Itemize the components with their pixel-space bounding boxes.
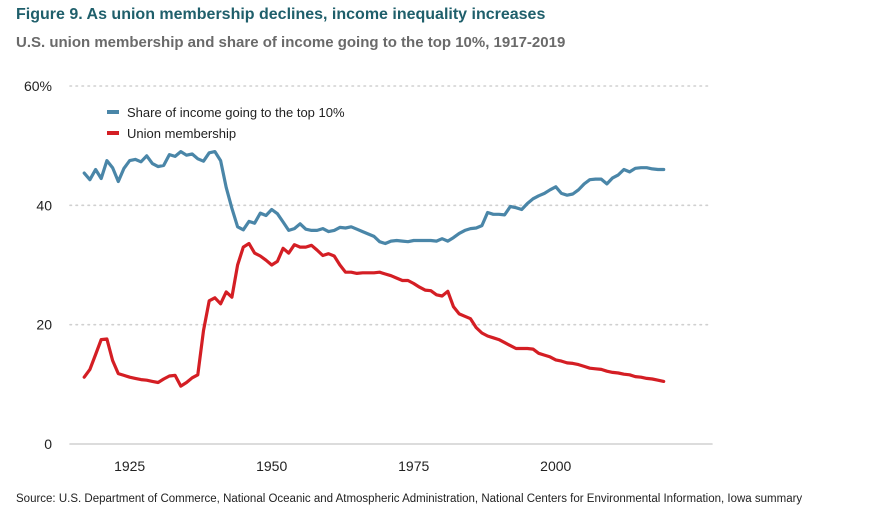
legend-label-top10: Share of income going to the top 10% (127, 105, 345, 120)
legend: Share of income going to the top 10% Unio… (107, 105, 345, 141)
figure-title: Figure 9. As union membership declines, … (16, 6, 546, 23)
y-tick-label: 60% (24, 78, 52, 94)
source-note: Source: U.S. Department of Commerce, Nat… (16, 493, 803, 505)
y-tick-label: 0 (44, 436, 52, 452)
x-tick-label: 2000 (540, 458, 571, 474)
x-tick-label: 1925 (114, 458, 145, 474)
series-union-membership-line (82, 241, 666, 388)
legend-label-union: Union membership (127, 126, 236, 141)
y-tick-label: 20 (36, 317, 52, 333)
x-tick-label: 1950 (256, 458, 287, 474)
gridlines (69, 85, 713, 445)
series-top10-share-line (82, 150, 666, 246)
y-tick-label: 40 (36, 197, 52, 213)
figure-subtitle: U.S. union membership and share of incom… (16, 34, 566, 51)
series (82, 150, 666, 388)
x-tick-label: 1975 (398, 458, 429, 474)
line-chart: 0 20 40 60% 1925 1950 1975 2000 Share of income… (24, 78, 713, 474)
axes: 0 20 40 60% 1925 1950 1975 2000 (24, 78, 572, 474)
